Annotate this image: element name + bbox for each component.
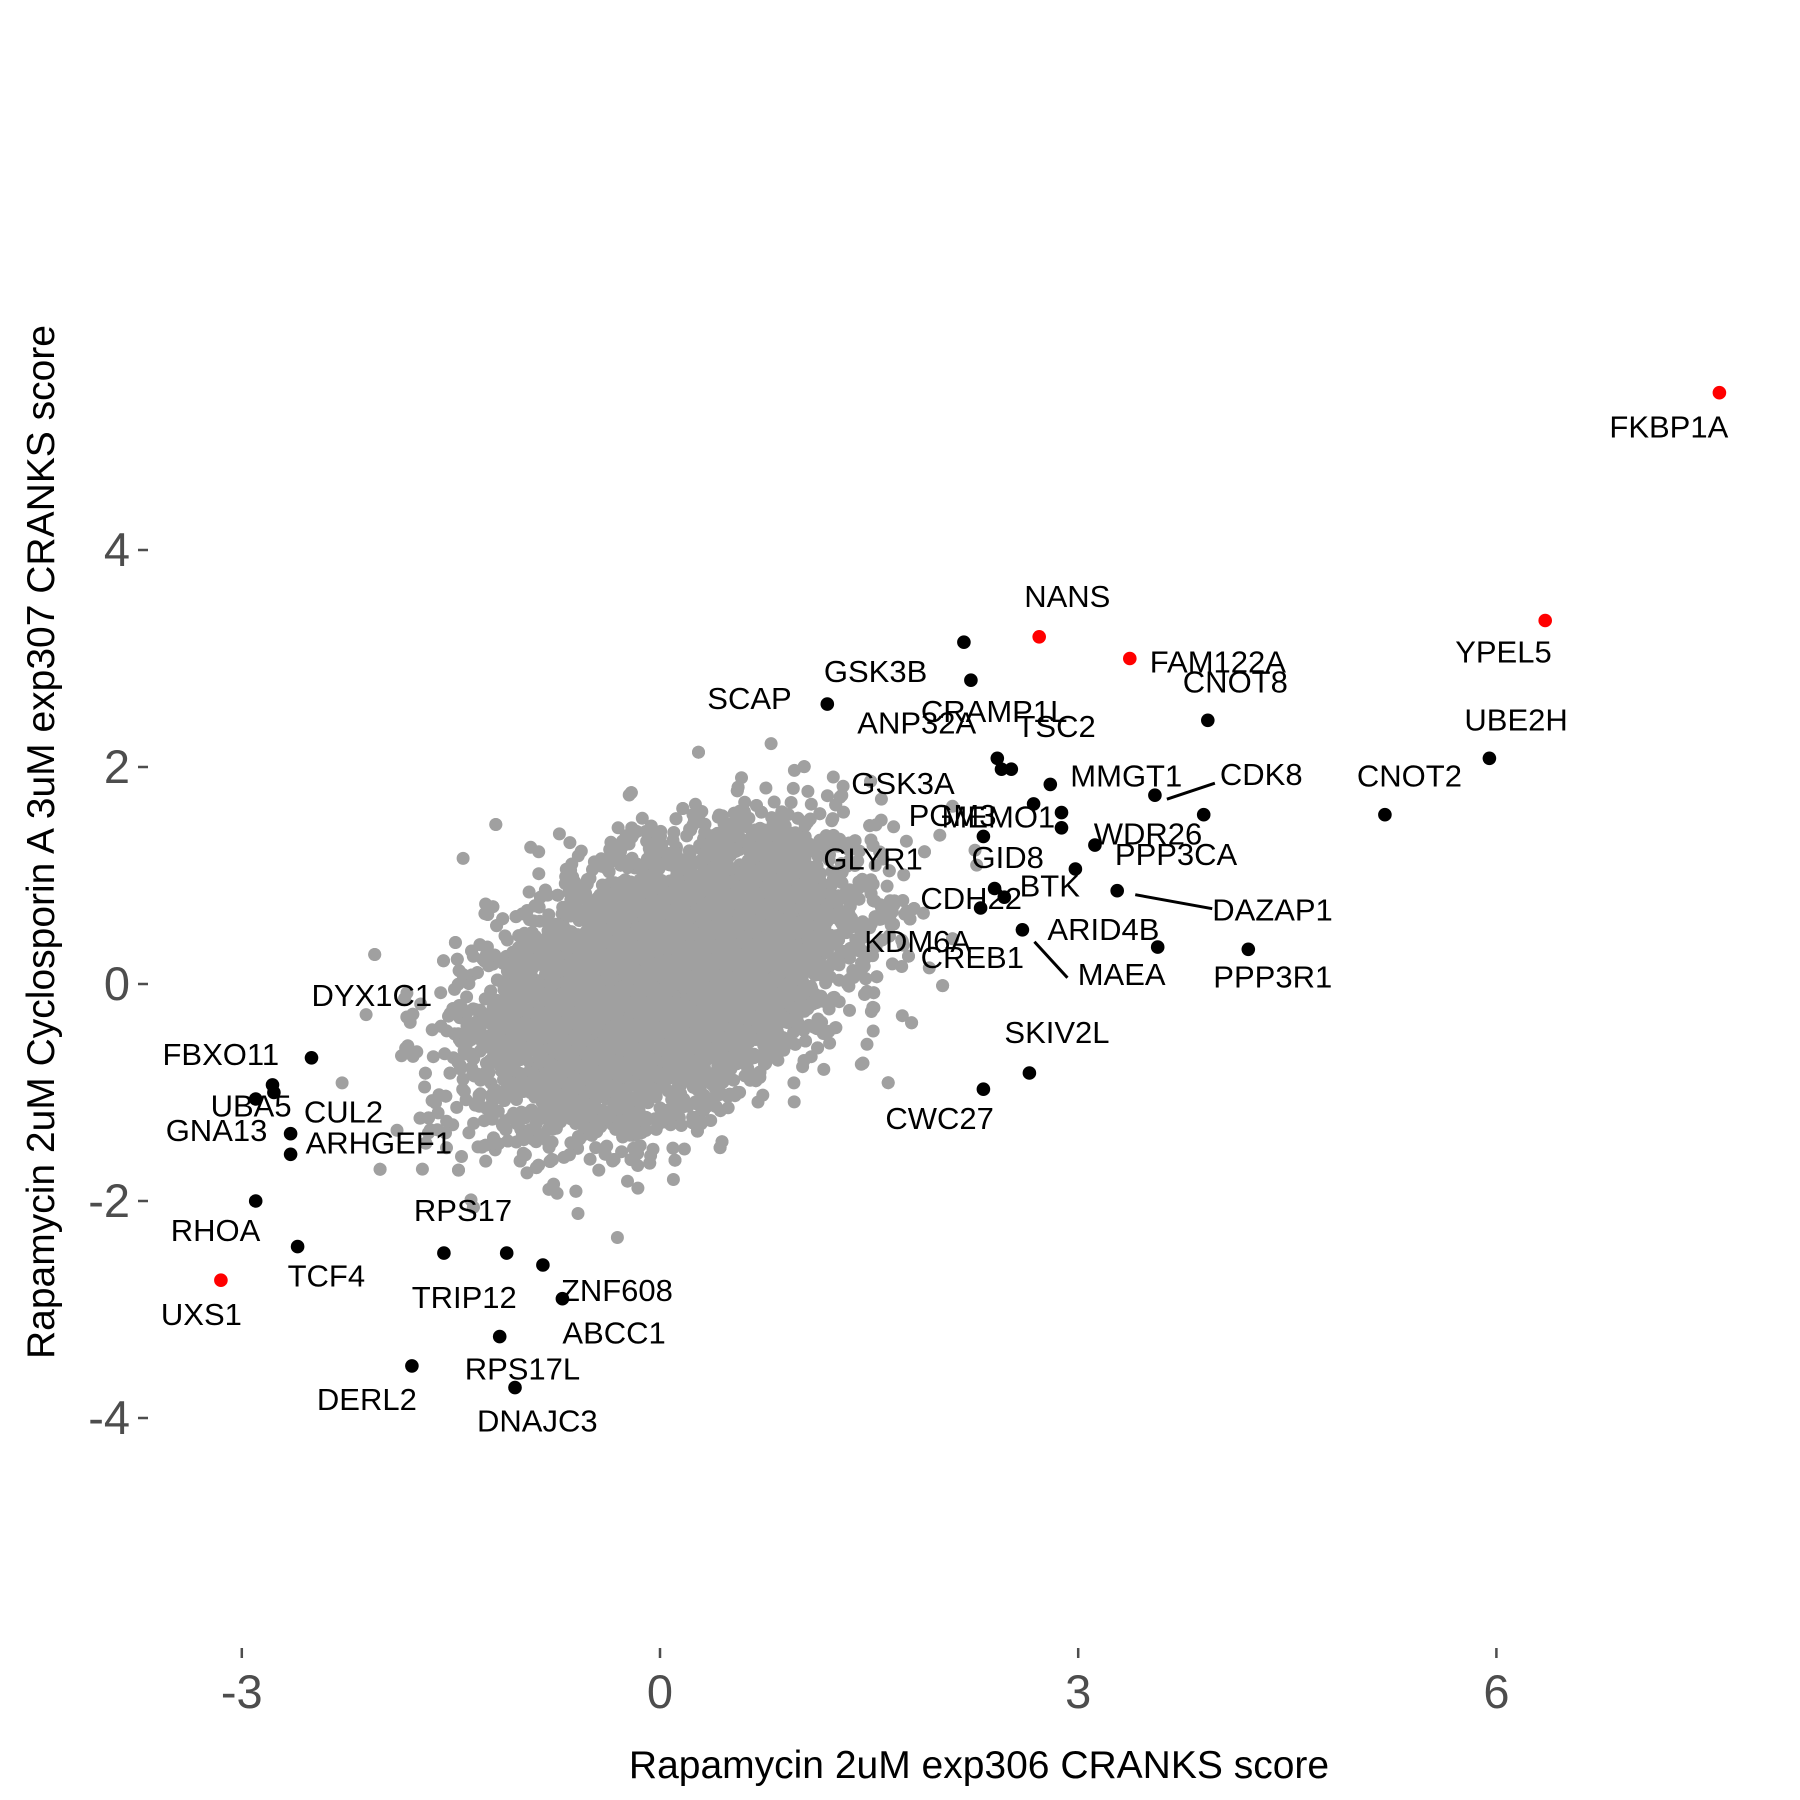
background-gene-point [415, 1162, 429, 1176]
background-gene-point [571, 1207, 585, 1220]
background-gene-point [611, 821, 625, 835]
background-gene-point [434, 986, 448, 1000]
background-points-layer [335, 737, 984, 1244]
background-gene-point [804, 797, 818, 811]
background-gene-point [820, 789, 834, 803]
background-gene-point [479, 1154, 493, 1168]
background-gene-point [866, 1024, 880, 1038]
background-gene-point [635, 811, 649, 825]
background-gene-point [933, 828, 947, 842]
background-gene-point [666, 1173, 680, 1186]
background-gene-point [359, 1008, 373, 1022]
background-gene-point [764, 737, 778, 751]
background-gene-point [817, 1062, 831, 1076]
background-gene-point [823, 1036, 837, 1050]
background-gene-point [440, 1141, 453, 1155]
background-gene-point [542, 908, 556, 922]
background-gene-point [759, 781, 773, 795]
background-gene-point [621, 1174, 634, 1188]
background-gene-point [970, 858, 984, 872]
background-gene-point [667, 826, 681, 839]
background-gene-point [440, 1114, 454, 1128]
background-gene-point [852, 844, 866, 858]
background-gene-point [522, 885, 536, 899]
background-gene-point [874, 792, 888, 806]
background-gene-point [887, 820, 901, 834]
background-gene-point [414, 997, 428, 1011]
background-gene-point [631, 1181, 645, 1195]
background-gene-point [727, 1073, 741, 1087]
background-gene-point [677, 1142, 691, 1156]
background-gene-point [431, 1106, 445, 1120]
background-gene-point [532, 867, 546, 881]
background-gene-point [438, 1047, 452, 1061]
background-gene-point [751, 1095, 765, 1109]
background-gene-point [895, 1009, 909, 1023]
background-gene-point [552, 827, 566, 841]
background-gene-point [455, 1150, 468, 1163]
background-gene-point [843, 1003, 856, 1017]
background-gene-point [610, 1231, 624, 1244]
background-gene-point [801, 784, 815, 798]
background-gene-point [450, 1100, 464, 1114]
background-gene-point [426, 1050, 440, 1064]
background-gene-point [649, 1122, 663, 1136]
background-gene-point [968, 843, 982, 857]
background-gene-point [335, 1076, 349, 1090]
background-gene-point [563, 836, 577, 850]
background-gene-point [592, 1163, 606, 1177]
